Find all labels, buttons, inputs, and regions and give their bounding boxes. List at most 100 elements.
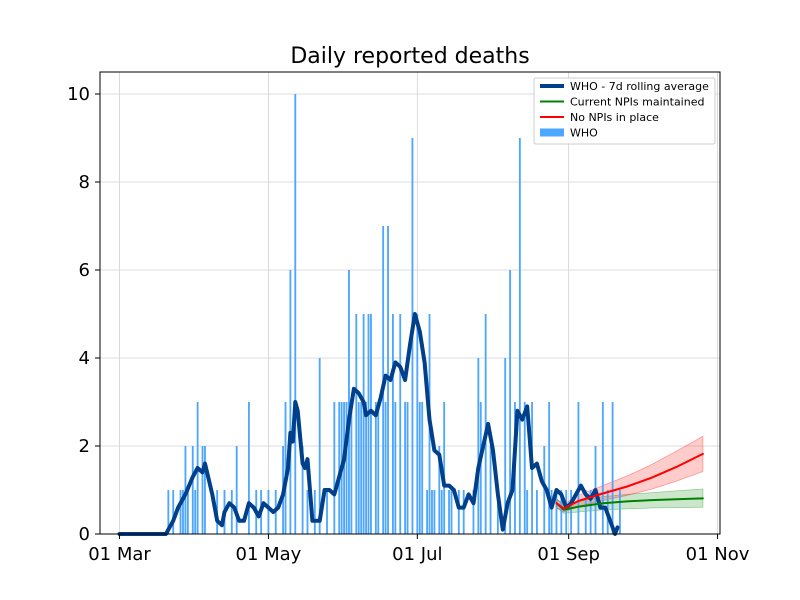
x-tick-label: 01 Mar	[88, 544, 151, 565]
x-tick-label: 01 May	[236, 544, 302, 565]
bar	[301, 446, 304, 534]
bar	[504, 358, 507, 534]
x-tick-label: 01 Nov	[686, 544, 750, 565]
bar	[194, 490, 197, 534]
y-tick-label: 10	[67, 84, 90, 105]
bar	[318, 358, 321, 534]
legend-label: No NPIs in place	[570, 111, 659, 124]
bar	[484, 314, 487, 534]
bar	[536, 490, 538, 534]
bar	[462, 490, 465, 534]
legend-label: WHO	[570, 127, 598, 140]
bar	[509, 270, 511, 534]
bar	[350, 402, 353, 534]
bar	[433, 490, 436, 534]
bar	[426, 490, 429, 534]
bar	[570, 490, 573, 534]
bar	[472, 490, 475, 534]
bar	[362, 314, 365, 534]
bar	[391, 314, 394, 534]
chart-title: Daily reported deaths	[290, 44, 529, 69]
bar	[284, 402, 287, 534]
bar	[294, 94, 297, 534]
bar	[565, 490, 568, 534]
bar	[526, 490, 529, 534]
bar	[167, 490, 170, 534]
bar	[357, 402, 360, 534]
bar	[326, 490, 328, 534]
bar	[374, 402, 377, 534]
bar	[313, 490, 316, 534]
bar	[204, 446, 206, 534]
legend-swatch	[540, 128, 564, 137]
bar	[448, 490, 450, 534]
x-tick-label: 01 Jul	[392, 544, 442, 565]
series-lines	[117, 312, 704, 536]
bar	[186, 490, 189, 534]
bar	[247, 402, 250, 534]
legend-label: WHO - 7d rolling average	[570, 80, 709, 93]
bar	[589, 490, 592, 534]
bar	[370, 314, 372, 534]
bar	[406, 402, 409, 534]
bar	[404, 402, 407, 534]
y-tick-label: 2	[79, 436, 90, 457]
bar	[267, 490, 270, 534]
legend-label: Current NPIs maintained	[570, 96, 704, 109]
y-tick-label: 8	[79, 172, 90, 193]
x-tick-label: 01 Sep	[537, 544, 600, 565]
bar	[584, 490, 587, 534]
bar	[477, 358, 480, 534]
bar	[201, 446, 204, 534]
y-tick-label: 6	[79, 260, 90, 281]
bar	[611, 402, 614, 534]
bar	[577, 402, 580, 534]
bar	[601, 402, 604, 534]
y-tick-label: 0	[79, 524, 90, 545]
bar	[172, 490, 175, 534]
bar	[421, 402, 424, 534]
bar	[560, 490, 563, 534]
bar	[338, 402, 341, 534]
x-axis: 01 Mar 01 May 01 Jul 01 Sep 01 Nov	[88, 534, 750, 565]
bar	[489, 446, 492, 534]
bar	[548, 402, 551, 534]
bar	[384, 402, 387, 534]
bar	[443, 402, 446, 534]
bar	[496, 490, 499, 534]
bar	[191, 446, 194, 534]
bar	[179, 490, 182, 534]
bar	[457, 490, 460, 534]
bar	[450, 490, 453, 534]
bar	[543, 446, 546, 534]
series-line	[555, 497, 704, 511]
bar	[550, 490, 553, 534]
plot-frame	[99, 71, 721, 535]
bar	[360, 402, 363, 534]
bar	[348, 270, 350, 534]
bar	[345, 402, 348, 534]
series-line	[117, 312, 620, 536]
bar	[306, 490, 309, 534]
bar	[367, 314, 370, 534]
y-tick-label: 4	[79, 348, 90, 369]
bar	[416, 314, 419, 534]
bar	[418, 402, 421, 534]
bar	[555, 490, 558, 534]
bar	[230, 490, 233, 534]
bar	[333, 402, 336, 534]
bar	[365, 402, 367, 534]
bar	[431, 490, 433, 534]
series-line	[555, 452, 704, 510]
bar	[289, 270, 292, 534]
bar	[518, 138, 521, 534]
bar	[377, 402, 380, 534]
bar	[619, 490, 621, 534]
bar	[235, 446, 238, 534]
bar	[182, 490, 184, 534]
legend-box	[533, 77, 716, 145]
bar	[438, 446, 441, 534]
legend: WHO - 7d rolling average Current NPIs mai…	[533, 77, 716, 145]
bar	[440, 490, 443, 534]
